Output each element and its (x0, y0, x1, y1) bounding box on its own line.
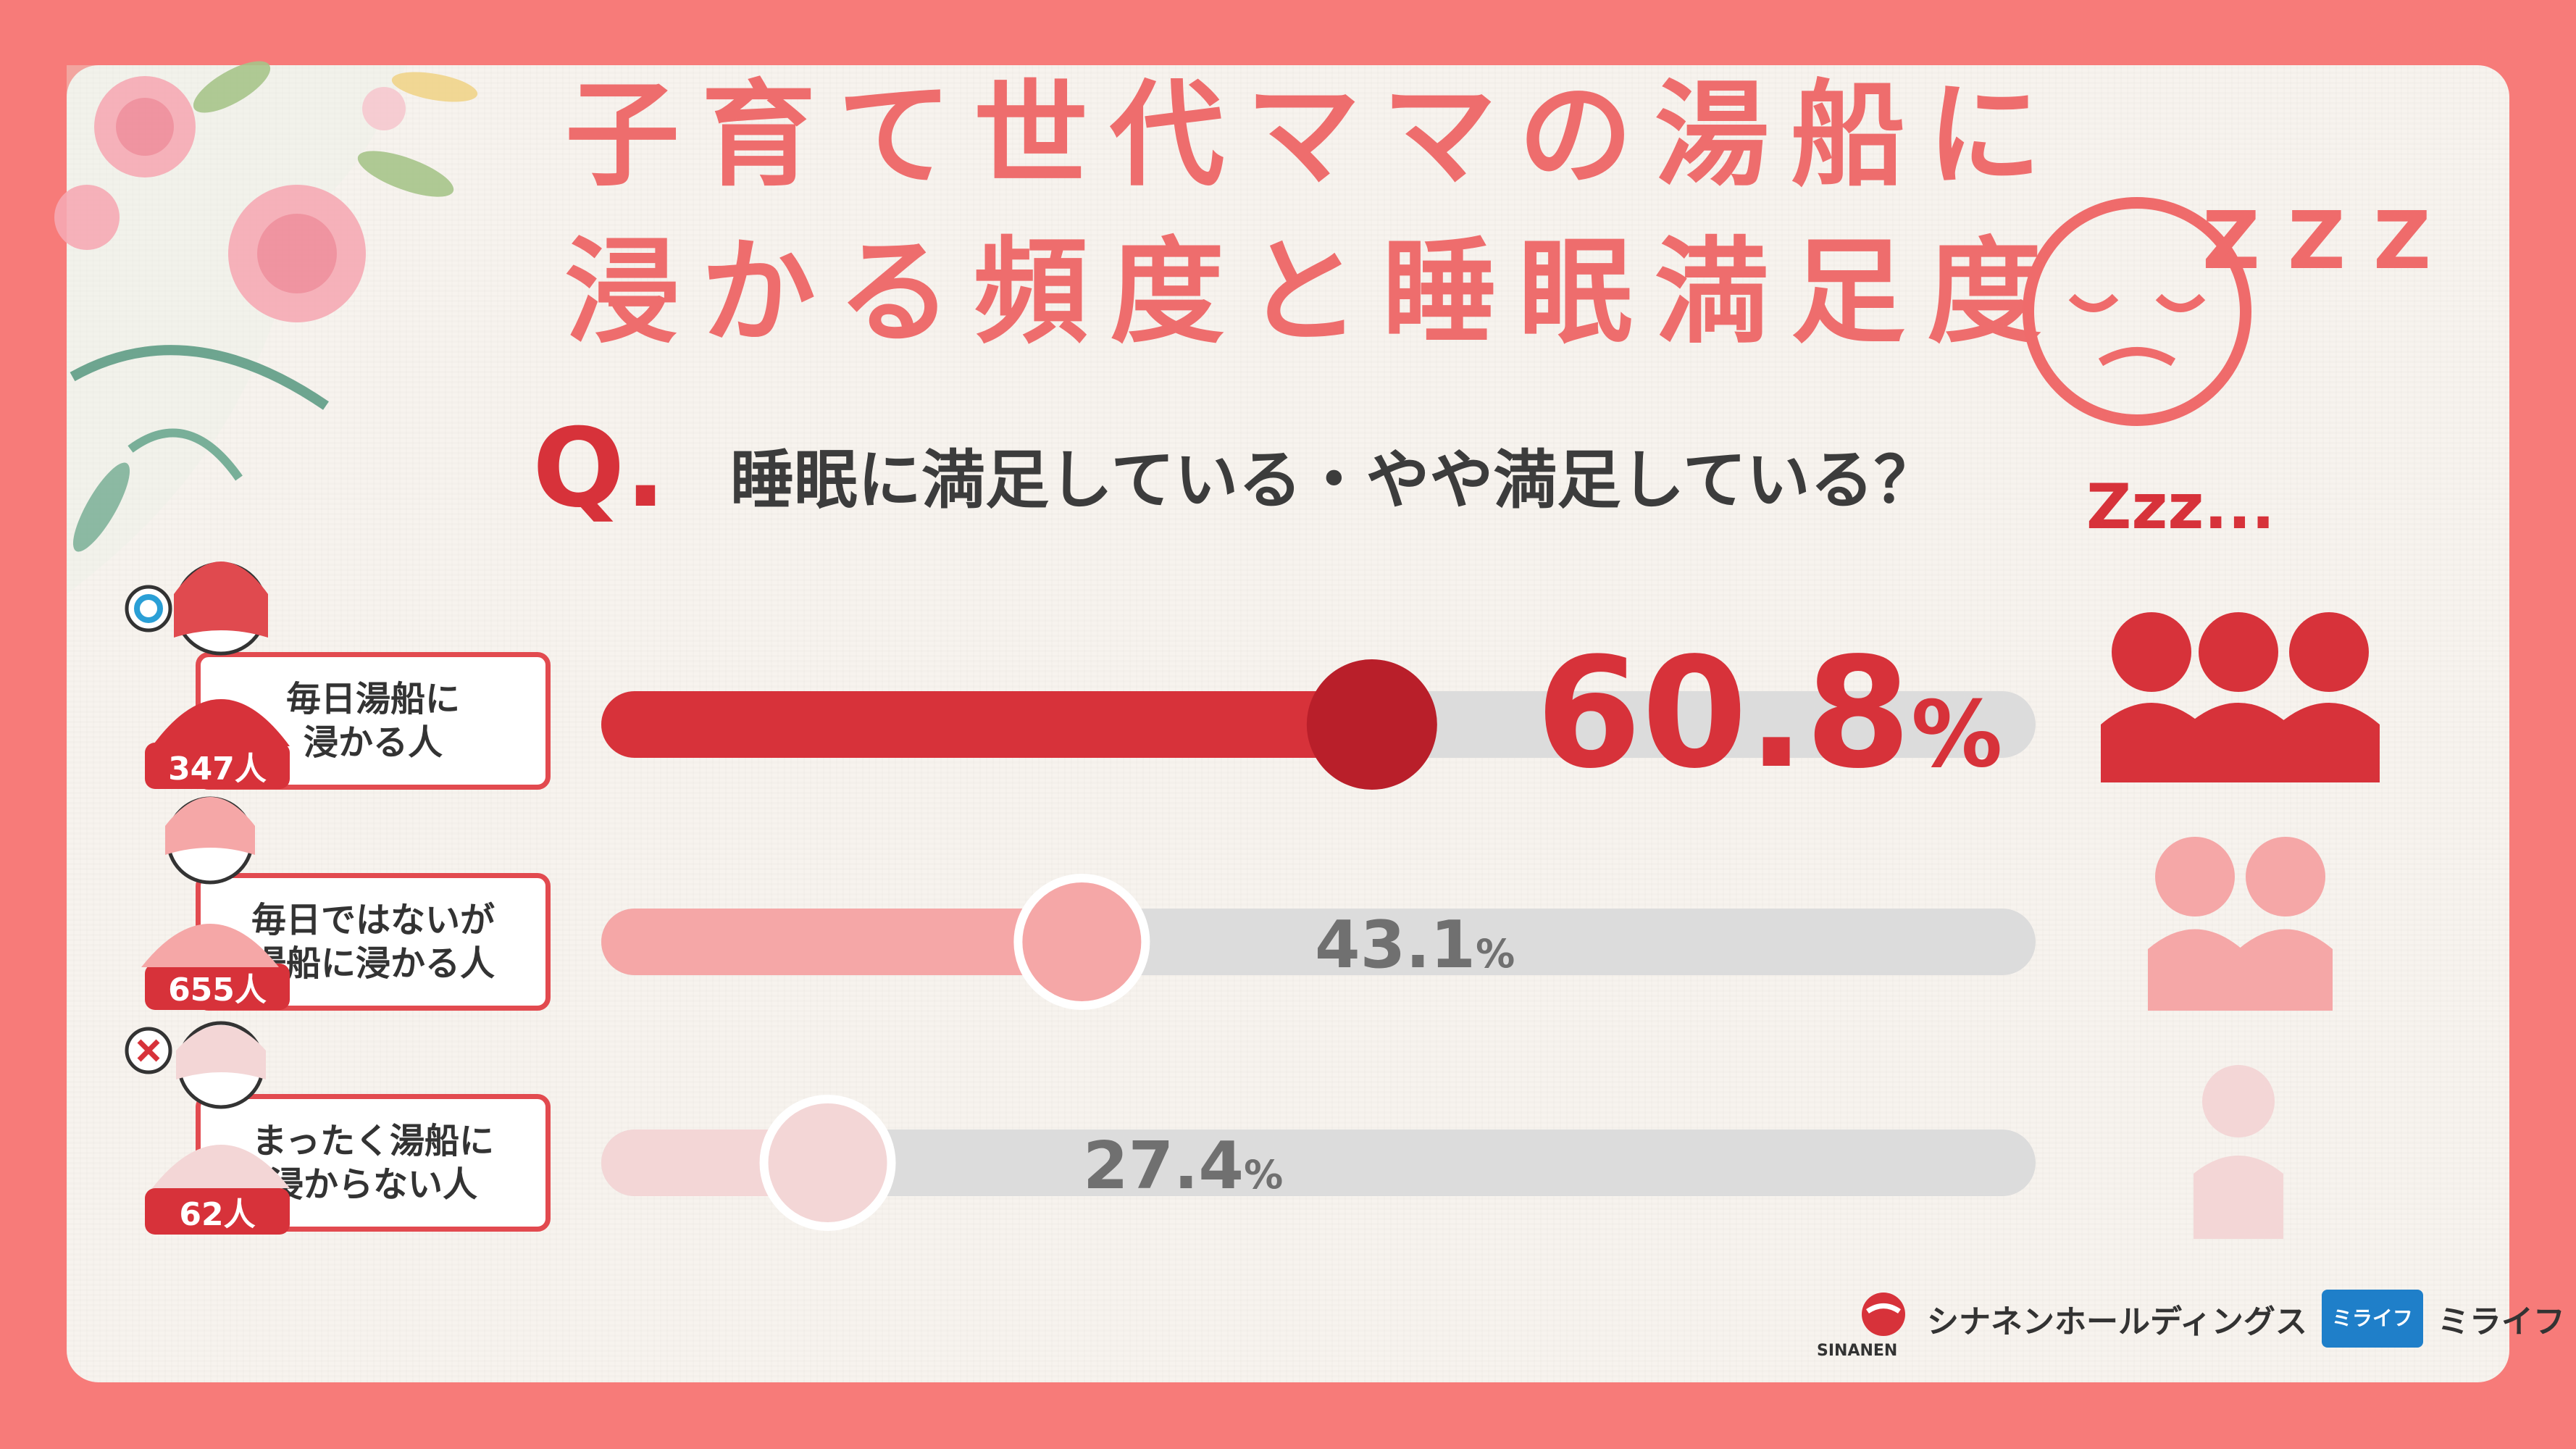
pct-label-3: 27.4% (1083, 1134, 1283, 1199)
logos: シナネンホールディングス ミライフ ミライフ (1854, 1290, 2565, 1348)
bar-1 (601, 691, 1372, 758)
count-badge-1: 347人 (145, 743, 290, 789)
pct-value-2: 43.1 (1315, 907, 1476, 983)
avatar-3 (125, 1021, 290, 1188)
cross-mark-icon (137, 1039, 160, 1062)
count-badge-3: 62人 (145, 1188, 290, 1235)
title-line-1: 子育て世代ママの湯船に (565, 69, 2063, 202)
pct-unit-2: % (1476, 931, 1515, 977)
circle-mark-icon (134, 594, 163, 623)
pct-value-1: 60.8 (1536, 625, 1912, 802)
title-line-2: 浸かる頻度と睡眠満足度 (565, 226, 2063, 359)
sinanen-logo-icon (1862, 1293, 1905, 1336)
people-group-1-icon (2101, 612, 2380, 782)
sinanen-logo-text: シナネンホールディングス (1927, 1303, 2307, 1340)
avatar-2 (141, 796, 279, 967)
zzz-icon-text: Z Z Z (2202, 194, 2431, 287)
pct-label-2: 43.1% (1315, 913, 1515, 978)
pct-value-3: 27.4 (1083, 1128, 1245, 1204)
bar-track-3 (601, 1129, 2036, 1196)
zzz-label: Zzz... (2086, 471, 2275, 543)
milife-logo-badge: ミライフ (2321, 1290, 2423, 1348)
people-group-2-icon (2148, 837, 2333, 1011)
group-label-3: まったく湯船に 浸からない人 (196, 1094, 551, 1232)
bar-knob-1 (1306, 659, 1437, 790)
count-badge-2: 655人 (145, 964, 290, 1010)
people-group-3-icon (2194, 1065, 2283, 1239)
pct-unit-3: % (1244, 1152, 1284, 1198)
question-mark: Q. (532, 406, 666, 532)
avatar-1 (125, 561, 290, 746)
milife-logo-text: ミライフ (2437, 1303, 2565, 1340)
pct-unit-1: % (1911, 681, 2003, 788)
bar-knob-2 (1013, 874, 1150, 1010)
pct-label-1: 60.8% (1536, 638, 2002, 790)
sinanen-en-text: SINANEN (1817, 1342, 1898, 1360)
bar-2 (601, 909, 1082, 975)
question-text: 睡眠に満足している・やや満足している？ (730, 443, 1938, 517)
bar-knob-3 (759, 1095, 896, 1231)
